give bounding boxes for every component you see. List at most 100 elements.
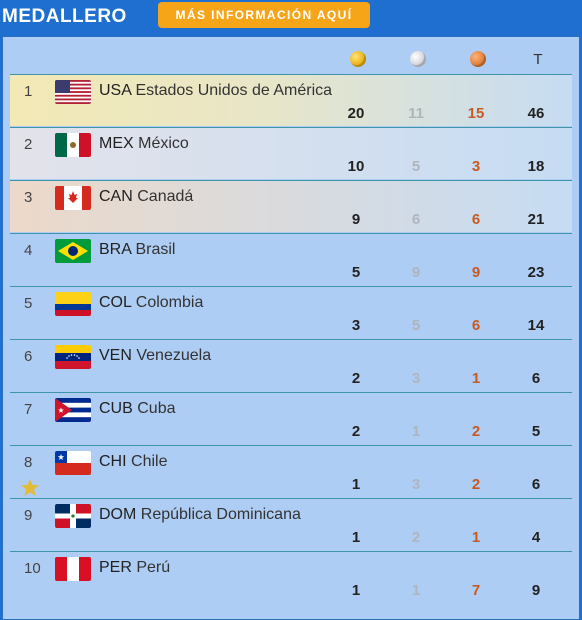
gold-count: 3	[351, 317, 361, 334]
table-row[interactable]: 2 MEX México 10 5 3 18	[10, 127, 572, 179]
bronze-count: 1	[471, 370, 481, 387]
gold-count: 1	[351, 476, 361, 493]
table-row[interactable]: 6 VEN Venezuela 2 3 1 6	[10, 339, 572, 391]
rank: 3	[24, 189, 33, 206]
country-code: CHI	[99, 453, 127, 470]
rank: 8	[24, 454, 33, 471]
chile-flag-icon	[55, 451, 91, 475]
canada-flag-icon	[55, 186, 91, 210]
rank: 9	[24, 507, 33, 524]
country-name: República Dominicana	[140, 506, 301, 523]
table-row[interactable]: 1 USA Estados Unidos de América 20 11 15…	[10, 74, 572, 126]
silver-count: 1	[411, 582, 421, 599]
total-count: 46	[527, 105, 545, 122]
total-count: 14	[527, 317, 545, 334]
country-name: Chile	[131, 453, 168, 470]
silver-count: 11	[408, 105, 424, 122]
country-name: Brasil	[135, 241, 176, 258]
total-count: 18	[527, 158, 545, 175]
rank: 2	[24, 136, 33, 153]
gold-count: 2	[351, 423, 361, 440]
total-count: 6	[531, 370, 541, 387]
silver-count: 5	[411, 158, 421, 175]
silver-medal-icon	[410, 51, 426, 67]
peru-flag-icon	[55, 557, 91, 581]
header-bar: MEDALLERO MÁS INFORMACIÓN AQUÍ	[0, 0, 582, 34]
gold-count: 9	[351, 211, 361, 228]
table-row[interactable]: 7 CUB Cuba 2 1 2 5	[10, 392, 572, 444]
country-name: Cuba	[137, 400, 176, 417]
total-column-header: T	[533, 50, 543, 68]
table-row[interactable]: 4 BRA Brasil 5 9 9 23	[10, 233, 572, 285]
country-name: Venezuela	[136, 347, 212, 364]
brazil-flag-icon	[55, 239, 91, 263]
venezuela-flag-icon	[55, 345, 91, 369]
country-code: USA	[99, 82, 132, 99]
silver-count: 2	[411, 529, 421, 546]
total-count: 23	[527, 264, 545, 281]
page-title: MEDALLERO	[2, 6, 127, 27]
bronze-count: 7	[471, 582, 481, 599]
country-code: CUB	[99, 400, 133, 417]
table-row[interactable]: 10 PER Perú 1 1 7 9	[10, 551, 572, 603]
silver-column-header	[406, 47, 430, 71]
bronze-count: 1	[471, 529, 481, 546]
bronze-count: 2	[471, 476, 481, 493]
bronze-medal-icon	[470, 51, 486, 67]
country-name: México	[138, 135, 189, 152]
country-name: Canadá	[137, 188, 194, 205]
usa-flag-icon	[55, 80, 91, 104]
colombia-flag-icon	[55, 292, 91, 316]
more-info-button[interactable]: MÁS INFORMACIÓN AQUÍ	[158, 2, 370, 28]
gold-count: 20	[347, 105, 365, 122]
total-count: 9	[531, 582, 541, 599]
country-name: Perú	[136, 559, 171, 576]
silver-count: 9	[411, 264, 421, 281]
table-row[interactable]: 8 CHI Chile 1 3 2 6	[10, 445, 572, 497]
gold-count: 5	[351, 264, 361, 281]
bronze-count: 6	[471, 211, 481, 228]
country-code: PER	[99, 559, 132, 576]
country-code: CAN	[99, 188, 133, 205]
total-count: 6	[531, 476, 541, 493]
star-icon	[21, 479, 39, 496]
country-code: VEN	[99, 347, 132, 364]
cuba-flag-icon	[55, 398, 91, 422]
gold-count: 1	[351, 582, 361, 599]
total-count: 21	[527, 211, 545, 228]
silver-count: 3	[411, 370, 421, 387]
gold-count: 2	[351, 370, 361, 387]
table-row[interactable]: 5 COL Colombia 3 5 6 14	[10, 286, 572, 338]
silver-count: 6	[411, 211, 421, 228]
country-code: DOM	[99, 506, 137, 523]
silver-count: 1	[411, 423, 421, 440]
gold-column-header	[346, 47, 370, 71]
bronze-count: 6	[471, 317, 481, 334]
country-code: BRA	[99, 241, 132, 258]
bronze-count: 3	[471, 158, 481, 175]
gold-medal-icon	[350, 51, 366, 67]
gold-count: 1	[351, 529, 361, 546]
country-name: Estados Unidos de América	[135, 82, 333, 99]
rank: 1	[24, 83, 33, 100]
table-row[interactable]: 3 CAN Canadá 9 6 6 21	[10, 180, 572, 232]
bronze-count: 9	[471, 264, 481, 281]
bronze-count: 2	[471, 423, 481, 440]
table-row[interactable]: 9 DOM República Dominicana 1 2 1 4	[10, 498, 572, 550]
rank: 6	[24, 348, 33, 365]
bronze-column-header	[466, 47, 490, 71]
country-name: Colombia	[135, 294, 204, 311]
silver-count: 5	[411, 317, 421, 334]
bronze-count: 15	[467, 105, 485, 122]
mexico-flag-icon	[55, 133, 91, 157]
rank: 4	[24, 242, 33, 259]
country-code: COL	[99, 294, 132, 311]
gold-count: 10	[347, 158, 365, 175]
rank: 10	[24, 560, 41, 577]
silver-count: 3	[411, 476, 421, 493]
total-count: 4	[531, 529, 541, 546]
country-code: MEX	[99, 135, 134, 152]
total-count: 5	[531, 423, 541, 440]
rank: 5	[24, 295, 33, 312]
rank: 7	[24, 401, 33, 418]
